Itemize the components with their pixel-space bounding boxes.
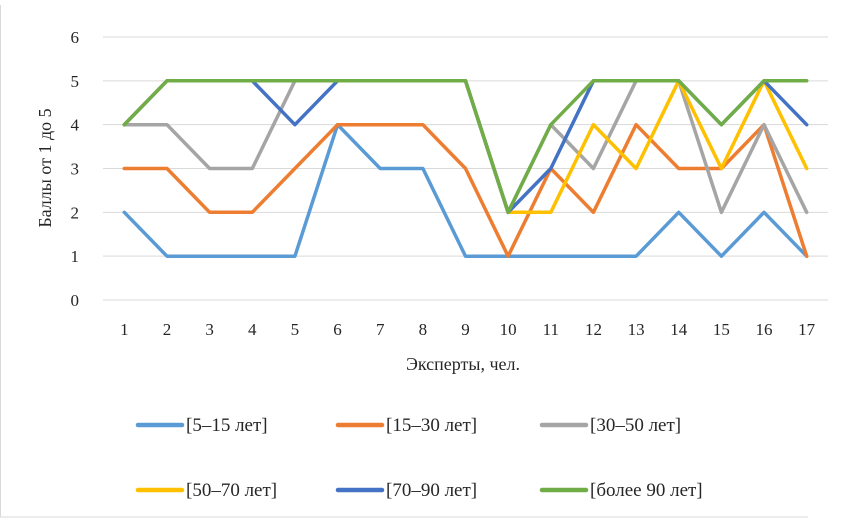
x-tick-label: 10 — [500, 320, 517, 339]
y-axis-ticks: 0 1 2 3 4 5 6 — [71, 28, 80, 310]
y-tick-label: 0 — [71, 291, 80, 310]
x-tick-label: 5 — [291, 320, 300, 339]
y-tick-label: 1 — [71, 247, 80, 266]
x-tick-label: 9 — [461, 320, 470, 339]
x-tick-label: 2 — [163, 320, 172, 339]
series-line — [122, 122, 809, 258]
x-tick-label: 11 — [543, 320, 559, 339]
legend: [5–15 лет] [15–30 лет] [30–50 лет] [50–70 л… — [135, 415, 703, 501]
x-tick-label: 7 — [376, 320, 385, 339]
x-tick-label: 6 — [333, 320, 342, 339]
chart-border — [0, 5, 808, 518]
x-tick-label: 13 — [628, 320, 645, 339]
x-tick-label: 14 — [670, 320, 688, 339]
legend-label: [50–70 лет] — [186, 480, 277, 501]
legend-label: [30–50 лет] — [590, 415, 681, 436]
x-axis-title: Эксперты, чел. — [406, 354, 520, 374]
x-tick-label: 8 — [419, 320, 428, 339]
series-lines — [122, 79, 809, 258]
legend-item: [более 90 лет] — [539, 480, 703, 501]
legend-item: [5–15 лет] — [135, 415, 268, 436]
x-tick-label: 3 — [205, 320, 214, 339]
x-tick-label: 4 — [248, 320, 257, 339]
x-tick-label: 1 — [120, 320, 129, 339]
legend-item: [30–50 лет] — [539, 415, 681, 436]
y-axis-title: Баллы от 1 до 5 — [35, 108, 55, 227]
x-tick-label: 17 — [798, 320, 816, 339]
x-tick-label: 15 — [713, 320, 730, 339]
legend-label: [70–90 лет] — [386, 480, 477, 501]
x-tick-label: 12 — [585, 320, 602, 339]
legend-label: [более 90 лет] — [590, 480, 703, 501]
y-tick-label: 5 — [71, 72, 80, 91]
legend-label: [5–15 лет] — [186, 415, 268, 436]
legend-item: [15–30 лет] — [335, 415, 477, 436]
series-line — [122, 79, 809, 215]
y-tick-label: 4 — [71, 116, 80, 135]
legend-label: [15–30 лет] — [386, 415, 477, 436]
y-tick-label: 3 — [71, 160, 80, 179]
legend-item: [70–90 лет] — [335, 480, 477, 501]
y-tick-label: 6 — [71, 28, 80, 47]
x-tick-label: 16 — [756, 320, 773, 339]
x-axis-ticks: 1 2 3 4 5 6 7 8 9 10 11 12 13 14 15 16 17 — [120, 320, 816, 339]
legend-item: [50–70 лет] — [135, 480, 277, 501]
y-tick-label: 2 — [71, 203, 80, 222]
series-line — [122, 122, 809, 258]
